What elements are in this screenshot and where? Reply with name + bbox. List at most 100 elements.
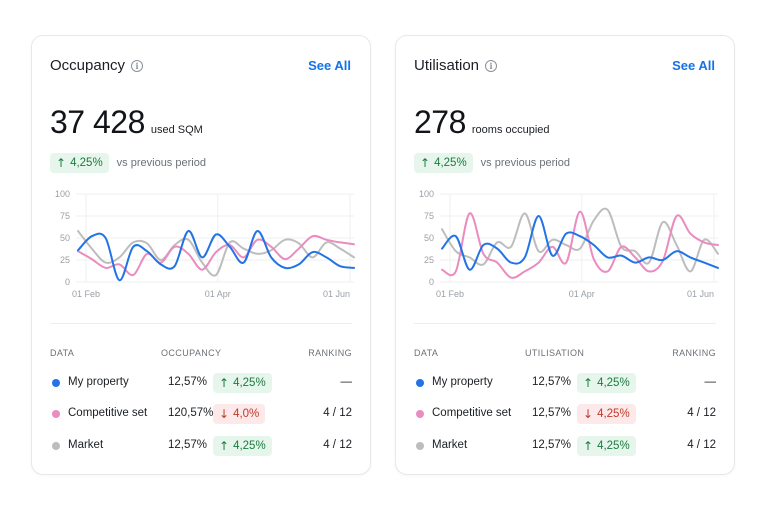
legend-dot-blue	[416, 379, 424, 387]
row-value: 12,57%	[532, 407, 572, 419]
card-title: Occupancy i	[50, 57, 144, 74]
y-tick-label: 0	[65, 277, 70, 287]
row-delta-badge: ↑ 4,25%	[213, 436, 272, 456]
row-delta: 4,25%	[597, 408, 630, 420]
x-tick-label: 01 Feb	[436, 289, 464, 299]
x-tick-label: 01 Jun	[323, 289, 350, 299]
y-tick-label: 50	[60, 233, 70, 243]
x-tick-label: 01 Apr	[569, 289, 595, 299]
row-delta: 4,25%	[597, 440, 630, 452]
legend-dot-pink	[52, 410, 60, 418]
card-title: Utilisation i	[414, 57, 498, 74]
series-line-my-property	[441, 214, 719, 271]
series-line-my-property	[77, 229, 355, 282]
row-value: 12,57%	[532, 439, 572, 451]
legend-dot-blue	[52, 379, 60, 387]
row-delta-badge: ↓ 4,0%	[213, 404, 266, 424]
series-line-competitive-set	[77, 234, 355, 277]
delta-row: ↑ 4,25% vs previous period	[414, 153, 570, 173]
column-header-ranking: RANKING	[672, 348, 716, 358]
kpi-value: 37 428 used SQM	[50, 104, 203, 141]
delta-badge: ↑ 4,25%	[50, 153, 109, 173]
y-tick-label: 100	[419, 189, 434, 199]
arrow-up-icon: ↑	[583, 376, 594, 390]
arrow-up-icon: ↑	[219, 376, 230, 390]
legend-dot-grey	[52, 442, 60, 450]
kpi-unit: rooms occupied	[471, 124, 550, 136]
row-value: 12,57%	[168, 439, 208, 451]
row-value: 12,57%	[532, 376, 572, 388]
y-tick-label: 75	[424, 211, 434, 221]
see-all-link[interactable]: See All	[672, 58, 715, 73]
card-title-text: Utilisation	[414, 57, 480, 74]
arrow-up-icon: ↑	[420, 156, 431, 170]
row-delta: 4,25%	[233, 377, 266, 389]
table-row: Competitive set 120,57% ↓ 4,0% 4 / 12	[50, 403, 352, 425]
y-tick-label: 50	[424, 233, 434, 243]
divider	[414, 323, 716, 324]
column-header-ranking: RANKING	[308, 348, 352, 358]
x-tick-label: 01 Jun	[687, 289, 714, 299]
row-name: Competitive set	[68, 407, 148, 419]
y-tick-label: 75	[60, 211, 70, 221]
delta-value: 4,25%	[434, 157, 467, 169]
delta-row: ↑ 4,25% vs previous period	[50, 153, 206, 173]
row-delta: 4,25%	[233, 440, 266, 452]
row-name: Competitive set	[432, 407, 512, 419]
comparison-label: vs previous period	[480, 157, 570, 169]
column-header-data: DATA	[414, 348, 439, 358]
table-row: My property 12,57% ↑ 4,25% —	[50, 372, 352, 394]
column-header-metric: OCCUPANCY	[161, 348, 222, 358]
divider	[50, 323, 352, 324]
column-header-data: DATA	[50, 348, 75, 358]
legend-dot-grey	[416, 442, 424, 450]
utilisation-line-chart: 0 25 50 75 100 01 Feb 01 Apr 01 Jun	[419, 189, 719, 299]
row-rank: —	[340, 376, 353, 388]
table-row: My property 12,57% ↑ 4,25% —	[414, 372, 716, 394]
row-name: Market	[432, 439, 468, 451]
card-title-text: Occupancy	[50, 57, 126, 74]
info-icon[interactable]: i	[485, 59, 498, 72]
info-icon[interactable]: i	[131, 59, 144, 72]
arrow-up-icon: ↑	[56, 156, 67, 170]
row-rank: 4 / 12	[323, 407, 352, 419]
row-rank: —	[704, 376, 717, 388]
arrow-down-icon: ↓	[583, 407, 594, 421]
y-tick-label: 25	[60, 255, 70, 265]
row-name: My property	[432, 376, 493, 388]
series-line-competitive-set	[441, 210, 719, 279]
x-tick-label: 01 Apr	[205, 289, 231, 299]
y-tick-label: 25	[424, 255, 434, 265]
x-tick-label: 01 Feb	[72, 289, 100, 299]
table-row: Market 12,57% ↑ 4,25% 4 / 12	[414, 435, 716, 457]
row-delta-badge: ↑ 4,25%	[577, 436, 636, 456]
occupancy-card: Occupancy i See All 37 428 used SQM ↑ 4,…	[31, 35, 371, 475]
utilisation-card: Utilisation i See All 278 rooms occupied…	[395, 35, 735, 475]
y-tick-label: 100	[55, 189, 70, 199]
row-delta-badge: ↑ 4,25%	[577, 373, 636, 393]
table-row: Competitive set 12,57% ↓ 4,25% 4 / 12	[414, 403, 716, 425]
arrow-up-icon: ↑	[219, 439, 230, 453]
row-rank: 4 / 12	[687, 439, 716, 451]
row-rank: 4 / 12	[323, 439, 352, 451]
table-row: Market 12,57% ↑ 4,25% 4 / 12	[50, 435, 352, 457]
legend-dot-pink	[416, 410, 424, 418]
row-delta-badge: ↓ 4,25%	[577, 404, 636, 424]
kpi-number: 37 428	[50, 104, 145, 140]
occupancy-line-chart: 0 25 50 75 100 01 Feb 01 Apr 01 Jun	[55, 189, 355, 299]
arrow-down-icon: ↓	[219, 407, 230, 421]
see-all-link[interactable]: See All	[308, 58, 351, 73]
row-delta: 4,25%	[597, 377, 630, 389]
row-delta: 4,0%	[233, 408, 260, 420]
row-name: My property	[68, 376, 129, 388]
table-header: DATA OCCUPANCY RANKING	[50, 348, 352, 360]
arrow-up-icon: ↑	[583, 439, 594, 453]
kpi-value: 278 rooms occupied	[414, 104, 550, 141]
comparison-label: vs previous period	[116, 157, 206, 169]
table-header: DATA UTILISATION RANKING	[414, 348, 716, 360]
row-delta-badge: ↑ 4,25%	[213, 373, 272, 393]
row-value: 12,57%	[168, 376, 208, 388]
row-rank: 4 / 12	[687, 407, 716, 419]
column-header-metric: UTILISATION	[525, 348, 585, 358]
row-name: Market	[68, 439, 104, 451]
